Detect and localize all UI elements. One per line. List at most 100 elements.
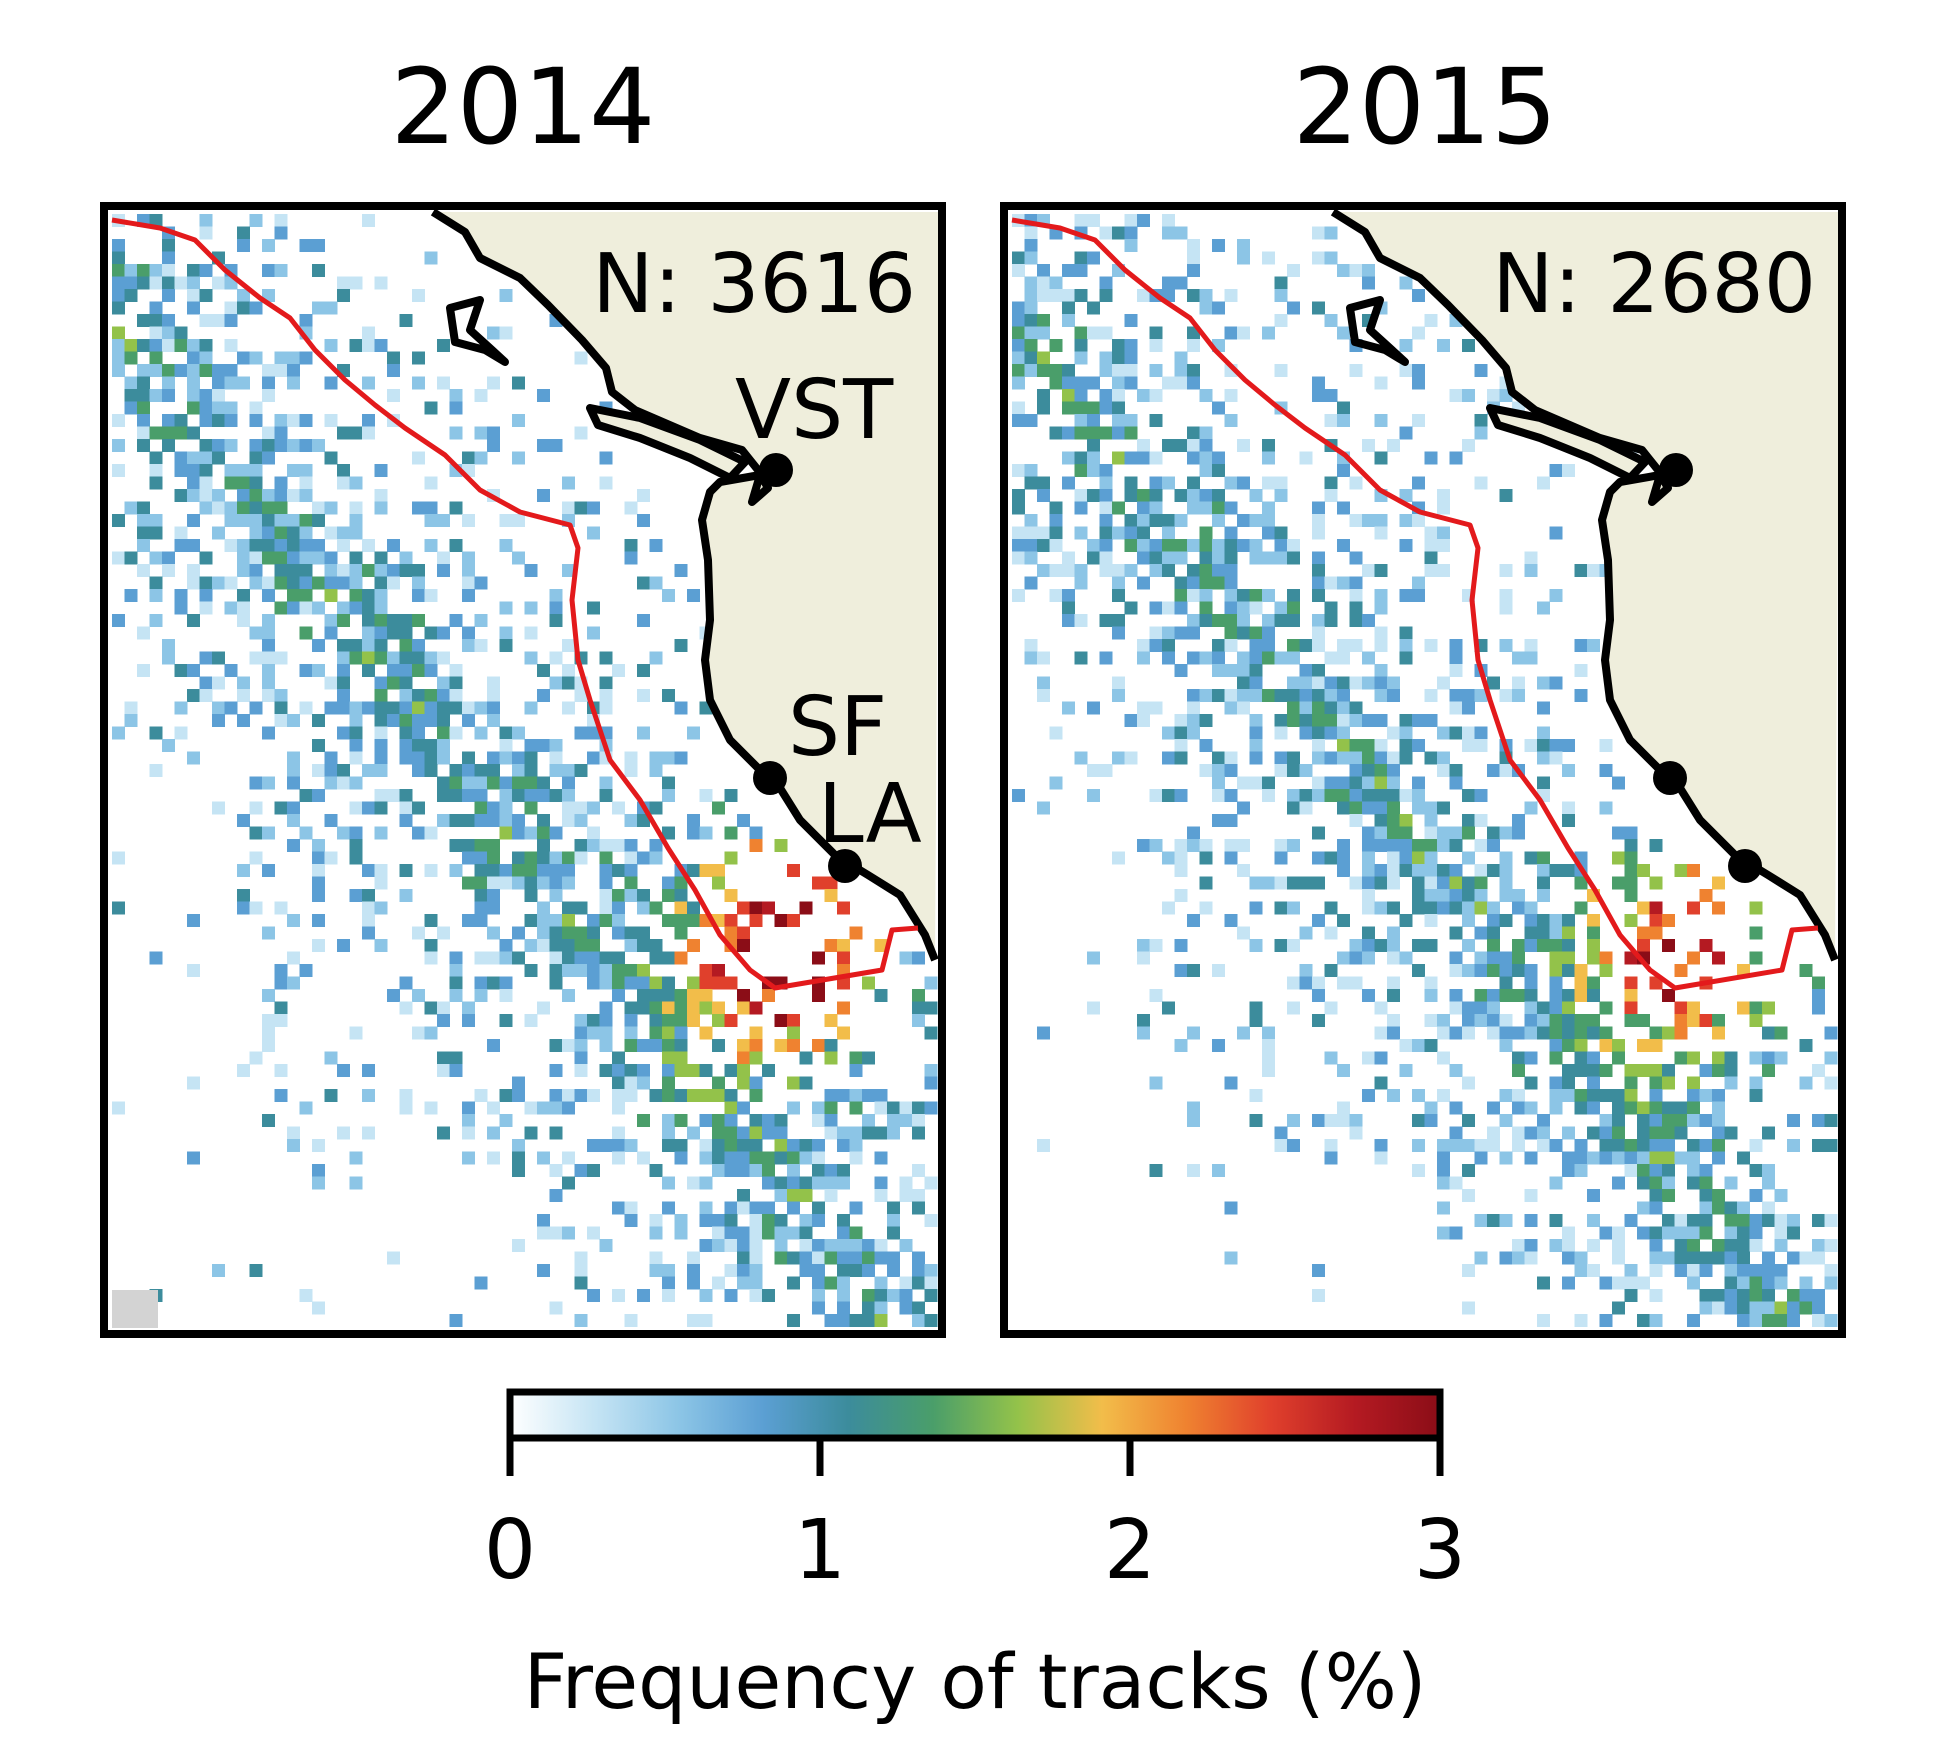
heatmap-cell (1074, 376, 1088, 390)
heatmap-cell (137, 514, 150, 527)
heatmap-cell (649, 801, 663, 815)
heatmap-cell (524, 964, 538, 977)
heatmap-cell (237, 901, 250, 915)
heatmap-cell (1074, 289, 1088, 302)
heatmap-cell (1462, 939, 1475, 952)
heatmap-cell (349, 526, 363, 540)
heatmap-cell (1149, 1076, 1163, 1090)
heatmap-cell (1424, 889, 1438, 902)
heatmap-cell (187, 451, 200, 465)
heatmap-cell (1124, 451, 1138, 465)
heatmap-cell (1137, 951, 1150, 965)
heatmap-cell (1237, 926, 1250, 940)
heatmap-cell (574, 801, 588, 815)
heatmap-cell (574, 901, 588, 915)
heatmap-cell (1762, 1164, 1775, 1177)
heatmap-cell (1749, 1226, 1763, 1240)
heatmap-cell (1437, 826, 1450, 840)
heatmap-cell (1687, 1151, 1700, 1165)
heatmap-cell (1387, 976, 1400, 990)
heatmap-cell (1612, 1151, 1625, 1165)
heatmap-cell (1549, 1001, 1563, 1015)
heatmap-cell (724, 1264, 738, 1277)
heatmap-cell (749, 901, 763, 915)
heatmap-cell (1612, 876, 1625, 890)
heatmap-cell (612, 914, 625, 927)
heatmap-cell (1287, 839, 1300, 852)
heatmap-cell (1699, 939, 1713, 952)
heatmap-cell (1412, 1164, 1425, 1177)
heatmap-cell (1249, 689, 1263, 702)
heatmap-cell (1537, 1014, 1550, 1027)
heatmap-cell (1549, 864, 1563, 877)
heatmap-cell (149, 264, 163, 277)
heatmap-cell (1437, 901, 1450, 915)
heatmap-cell (1674, 1101, 1688, 1115)
heatmap-cell (187, 264, 200, 277)
heatmap-cell (399, 701, 413, 715)
heatmap-cell (1474, 364, 1488, 377)
heatmap-cell (1112, 351, 1125, 365)
heatmap-cell (1262, 514, 1275, 527)
heatmap-cell (1487, 901, 1500, 915)
heatmap-cell (174, 701, 188, 715)
heatmap-cell (724, 851, 738, 865)
heatmap-cell (299, 539, 313, 552)
heatmap-cell (1262, 626, 1275, 640)
heatmap-cell (812, 1239, 825, 1252)
heatmap-cell (487, 864, 500, 877)
heatmap-cell (312, 789, 325, 802)
heatmap-cell (1662, 1076, 1675, 1090)
heatmap-cell (1812, 1251, 1825, 1265)
heatmap-cell (1474, 814, 1488, 827)
heatmap-cell (724, 1214, 738, 1227)
heatmap-cell (712, 1039, 725, 1052)
heatmap-cell (1774, 1226, 1788, 1240)
heatmap-cell (274, 689, 288, 702)
heatmap-cell (1424, 539, 1438, 552)
heatmap-cell (1162, 626, 1175, 640)
heatmap-cell (1549, 1089, 1563, 1102)
heatmap-cell (574, 839, 588, 852)
heatmap-cell (1224, 914, 1238, 927)
heatmap-cell (1362, 789, 1375, 802)
heatmap-cell (412, 1026, 425, 1040)
heatmap-cell (224, 701, 238, 715)
heatmap-cell (837, 976, 850, 990)
heatmap-cell (1212, 489, 1225, 502)
heatmap-cell (1162, 526, 1175, 540)
heatmap-cell (1299, 714, 1313, 727)
heatmap-cell (312, 876, 325, 890)
heatmap-cell (1287, 639, 1300, 652)
heatmap-cell (574, 1039, 588, 1052)
heatmap-cell (499, 814, 513, 827)
heatmap-cell (1637, 1226, 1650, 1240)
heatmap-cell (1274, 539, 1288, 552)
heatmap-cell (1424, 901, 1438, 915)
heatmap-cell (112, 414, 125, 427)
heatmap-cell (187, 1076, 200, 1090)
heatmap-cell (674, 914, 688, 927)
heatmap-cell (787, 1164, 800, 1177)
heatmap-cell (1599, 1126, 1613, 1140)
heatmap-cell (724, 1226, 738, 1240)
heatmap-cell (1487, 926, 1500, 940)
heatmap-cell (399, 1101, 413, 1115)
heatmap-cell (724, 1139, 738, 1152)
heatmap-cell (912, 1101, 925, 1115)
heatmap-cell (874, 1314, 888, 1327)
heatmap-cell (162, 564, 175, 577)
heatmap-cell (1712, 1026, 1725, 1040)
heatmap-cell (1262, 789, 1275, 802)
heatmap-cell (1562, 764, 1575, 777)
heatmap-cell (587, 951, 600, 965)
heatmap-cell (1512, 964, 1525, 977)
heatmap-cell (224, 601, 238, 615)
heatmap-cell (462, 776, 475, 790)
heatmap-cell (1212, 564, 1225, 577)
heatmap-cell (399, 789, 413, 802)
heatmap-cell (737, 1226, 750, 1240)
heatmap-cell (1049, 776, 1063, 790)
heatmap-cell (1112, 401, 1125, 415)
heatmap-cell (1724, 1251, 1738, 1265)
